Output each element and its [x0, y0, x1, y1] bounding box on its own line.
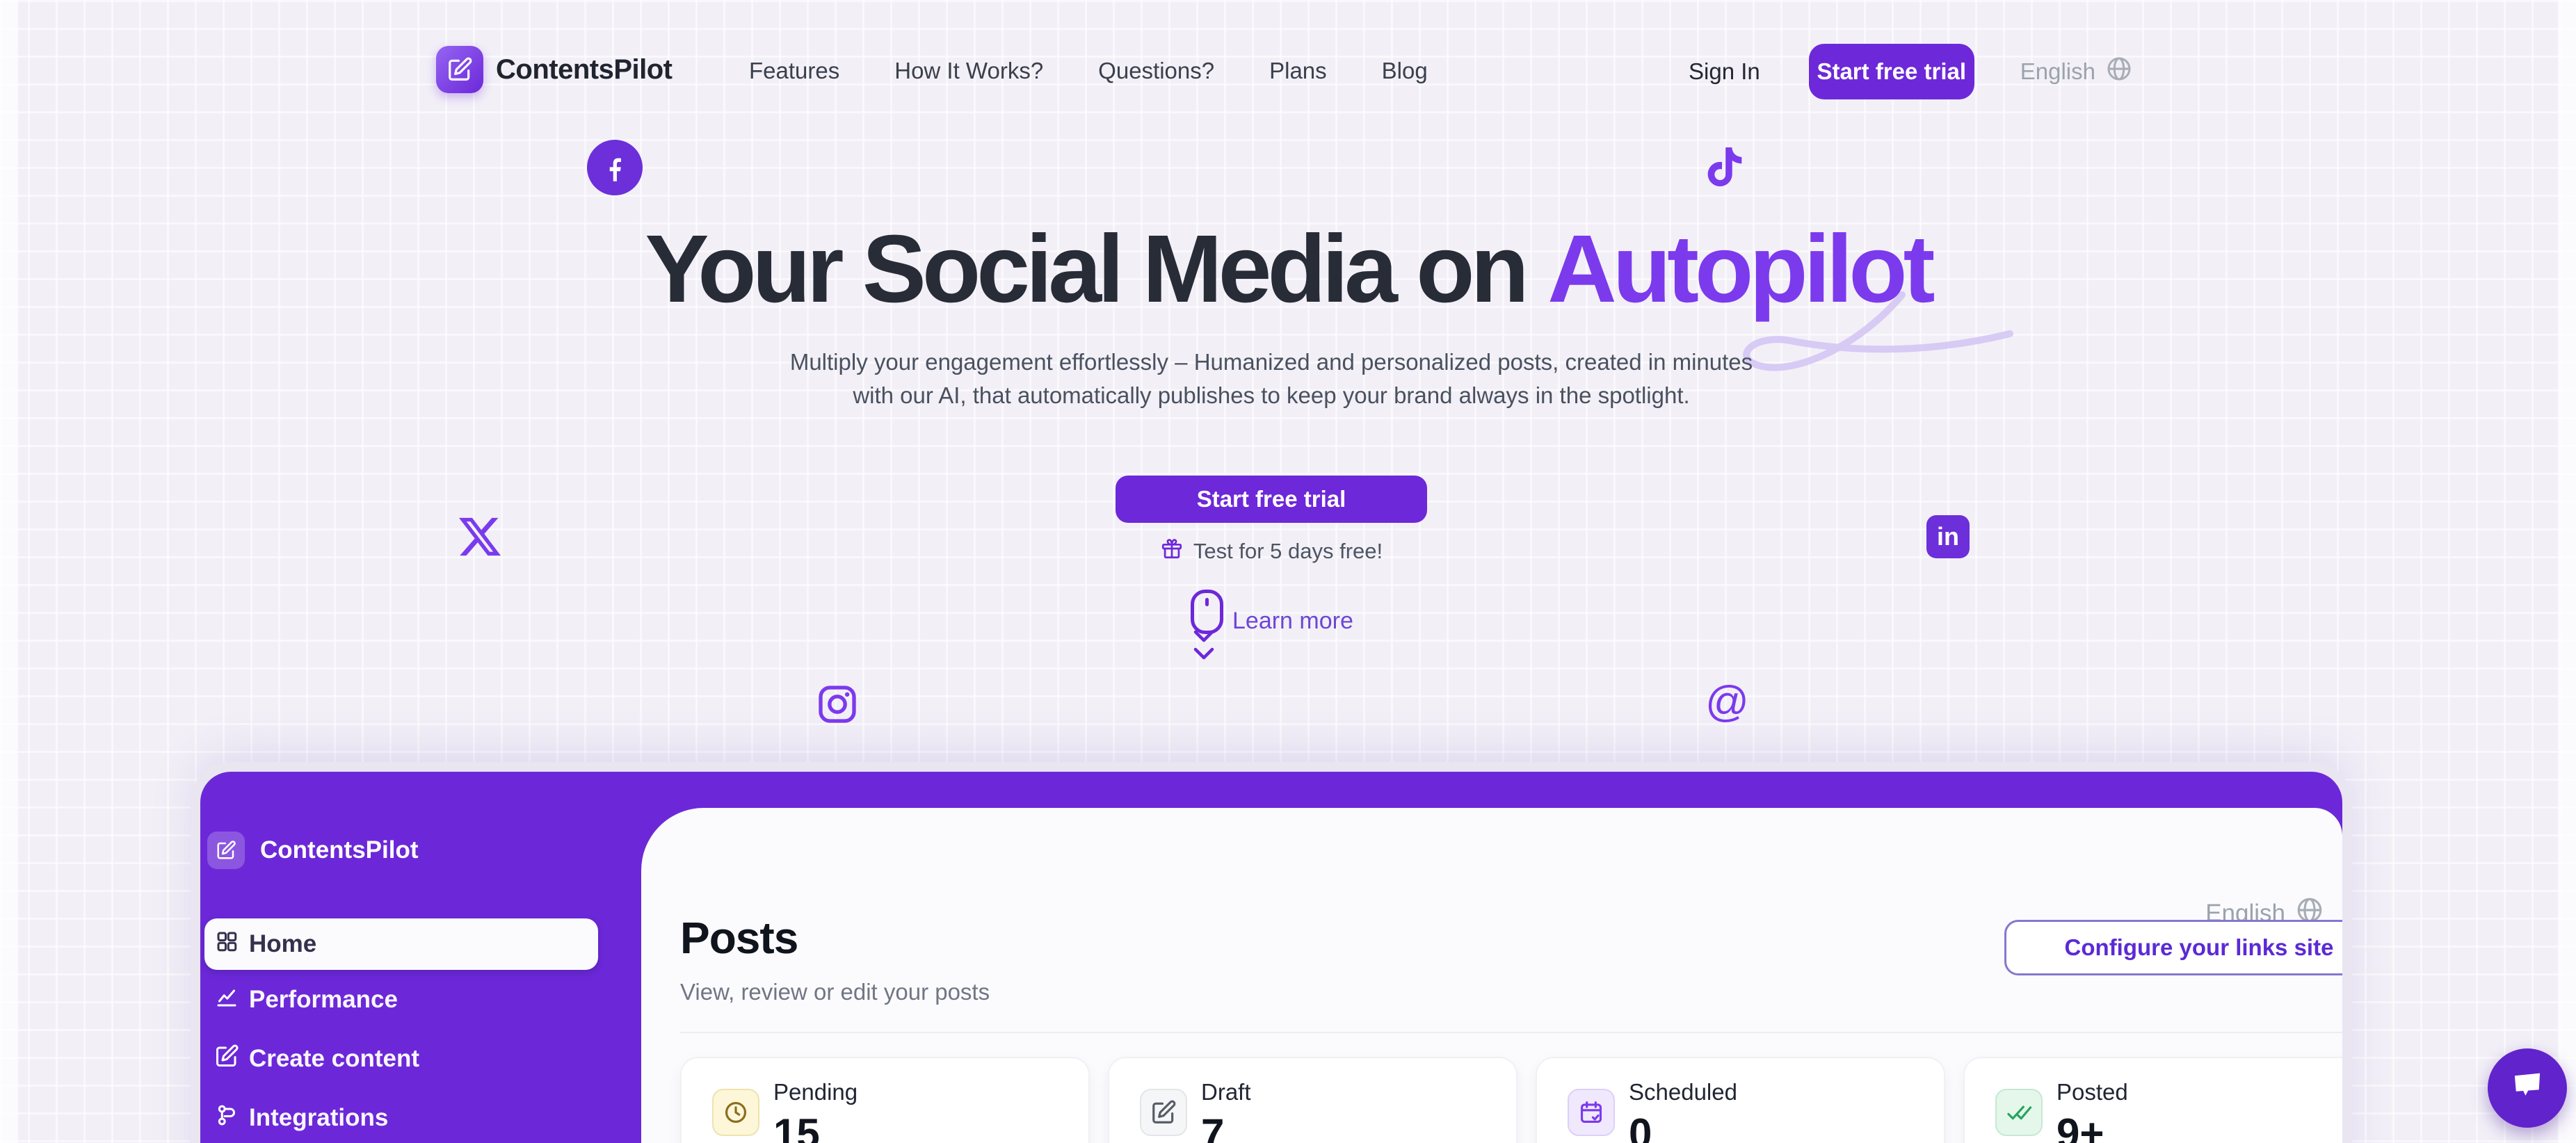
start-free-trial-button[interactable]: Start free trial	[1808, 44, 1974, 99]
stat-label: Draft	[1201, 1079, 1251, 1105]
sidebar-item-home[interactable]: Home	[204, 918, 598, 970]
performance-chart-icon	[214, 984, 239, 1016]
divider	[680, 1032, 2342, 1033]
sidebar-item-create-content[interactable]: Create content	[204, 1033, 598, 1085]
sidebar-item-performance[interactable]: Performance	[204, 974, 598, 1026]
stat-value: 7	[1201, 1110, 1225, 1143]
chevron-down-icon	[1193, 647, 1214, 660]
nav-item-how-it-works[interactable]: How It Works?	[894, 58, 1044, 83]
nav-item-questions[interactable]: Questions?	[1098, 58, 1215, 83]
nav-item-blog[interactable]: Blog	[1381, 58, 1428, 83]
mouse-scroll-icon	[1191, 590, 1223, 634]
stat-card-scheduled[interactable]: Scheduled 0	[1536, 1057, 1945, 1143]
top-navbar: ContentsPilot Features How It Works? Que…	[0, 0, 2576, 142]
language-label: English	[2020, 58, 2095, 84]
brand-name: ContentsPilot	[496, 54, 673, 85]
hero-title: Your Social Media on Autopilot	[645, 216, 1935, 323]
nav-item-plans[interactable]: Plans	[1269, 58, 1327, 83]
gift-icon	[1160, 537, 1184, 566]
sign-in-link[interactable]: Sign In	[1689, 58, 1760, 84]
stat-value: 15	[773, 1110, 820, 1143]
dashboard-preview: ContentsPilot Home Performance	[200, 772, 2342, 1143]
threads-icon: @	[1705, 678, 1749, 726]
stat-value: 0	[1629, 1110, 1652, 1143]
chevron-down-icon	[1193, 630, 1214, 642]
language-selector[interactable]: English	[2020, 55, 2133, 88]
sidebar-item-integrations[interactable]: Integrations	[204, 1092, 598, 1143]
learn-more-block: Learn more	[1191, 590, 1353, 660]
facebook-icon	[587, 140, 643, 195]
right-edge-highlight	[2558, 0, 2576, 1143]
globe-icon	[2105, 55, 2133, 88]
trial-note: Test for 5 days free!	[798, 537, 1744, 566]
hero-subtitle: Multiply your engagement effortlessly – …	[789, 349, 1753, 408]
header-actions: Sign In Start free trial English	[1689, 43, 2133, 100]
dashboard-brand-logo-icon	[207, 832, 245, 869]
dashboard-brand-name: ContentsPilot	[260, 836, 419, 864]
brand[interactable]: ContentsPilot	[436, 46, 673, 93]
sidebar-item-label: Integrations	[249, 1104, 389, 1131]
left-edge-highlight	[0, 0, 18, 1143]
posts-title: Posts	[680, 913, 798, 963]
hero-start-free-trial-button[interactable]: Start free trial	[1116, 476, 1427, 523]
integrations-nodes-icon	[214, 1103, 239, 1134]
create-content-pen-icon	[214, 1044, 239, 1075]
autopilot-underline-swoosh	[1743, 291, 2013, 371]
posts-subtitle: View, review or edit your posts	[680, 979, 990, 1005]
home-icon	[214, 929, 239, 960]
main-nav: Features How It Works? Questions? Plans …	[749, 0, 1428, 142]
trial-note-text: Test for 5 days free!	[1193, 539, 1383, 563]
draft-pen-icon	[1140, 1089, 1187, 1136]
clock-icon	[712, 1089, 759, 1136]
double-check-icon	[1995, 1089, 2043, 1136]
sidebar-item-label: Performance	[249, 986, 398, 1013]
calendar-icon	[1568, 1089, 1615, 1136]
sidebar-item-label: Home	[249, 930, 317, 957]
stat-card-posted[interactable]: Posted 9+	[1963, 1057, 2342, 1143]
hero-title-highlight: Autopilot	[1547, 216, 1935, 323]
stat-card-draft[interactable]: Draft 7	[1108, 1057, 1518, 1143]
learn-more-link[interactable]: Learn more	[1232, 608, 1353, 634]
stat-value: 9+	[2056, 1110, 2104, 1143]
nav-item-features[interactable]: Features	[749, 58, 840, 83]
stat-card-pending[interactable]: Pending 15	[680, 1057, 1090, 1143]
x-twitter-icon	[459, 516, 501, 561]
dashboard-brand: ContentsPilot	[207, 832, 418, 869]
brand-logo-icon	[436, 46, 483, 93]
sidebar-item-label: Create content	[249, 1045, 420, 1072]
dashboard-main: English Configure your links site Posts …	[641, 808, 2342, 1143]
instagram-icon	[815, 682, 860, 730]
stats-row: Pending 15 Draft 7	[680, 1057, 2342, 1143]
configure-links-site-button[interactable]: Configure your links site	[2004, 920, 2342, 975]
tiktok-icon	[1705, 147, 1744, 190]
stat-label: Posted	[2056, 1079, 2128, 1105]
stat-label: Scheduled	[1629, 1079, 1737, 1105]
stat-label: Pending	[773, 1079, 858, 1105]
chat-widget-button[interactable]	[2488, 1048, 2567, 1128]
linkedin-icon: in	[1926, 515, 1970, 558]
chat-bubble-icon	[2507, 1067, 2547, 1110]
